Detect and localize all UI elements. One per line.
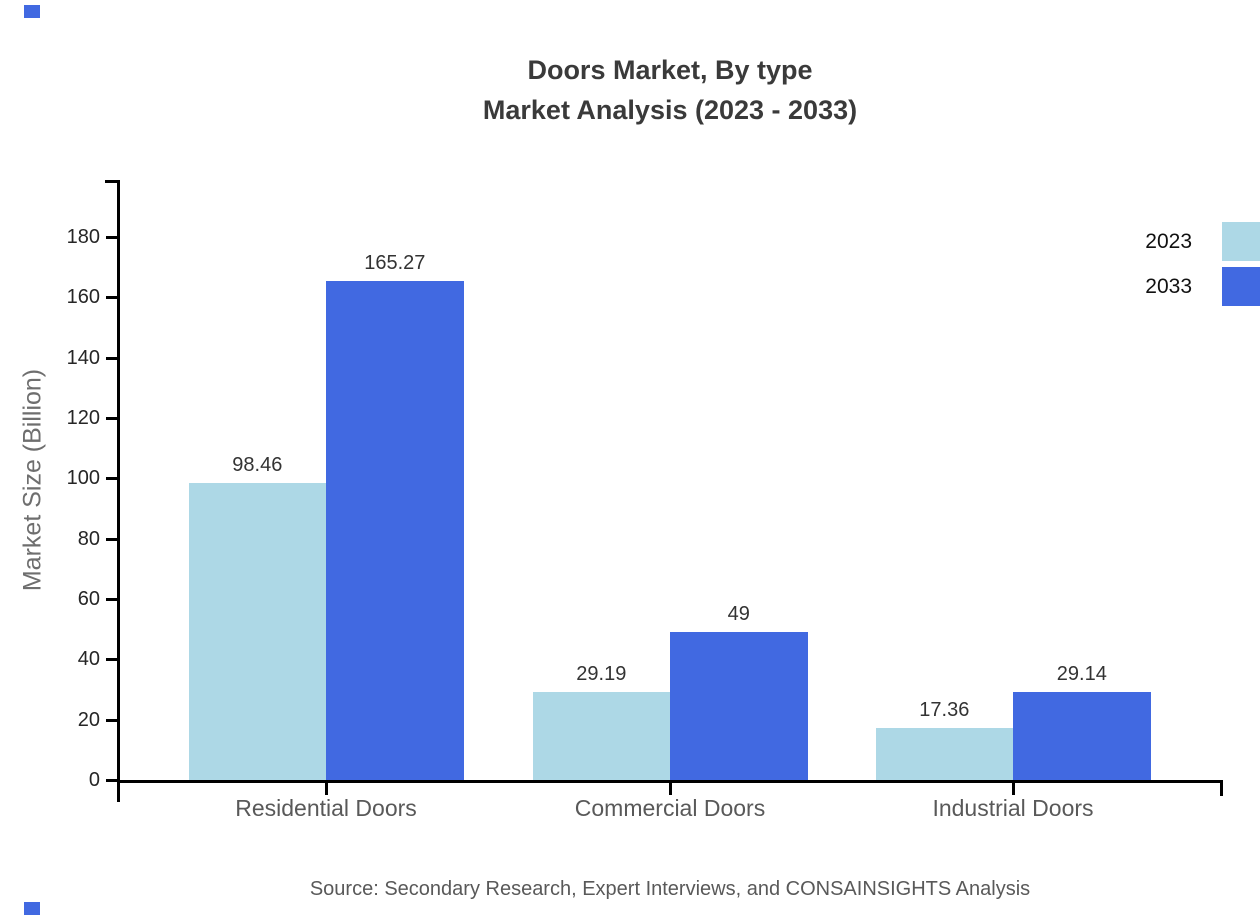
y-tick-label: 60 <box>77 588 100 610</box>
bar-value-2033-residential-doors: 165.27 <box>364 252 426 275</box>
y-axis-top-cap <box>105 180 119 183</box>
bar-2033-industrial-doors <box>1013 692 1151 780</box>
legend-swatch-2023 <box>1222 222 1260 261</box>
y-tick-label: 80 <box>77 527 100 550</box>
category-label-industrial-doors: Industrial Doors <box>932 795 1094 821</box>
x-axis-end-cap <box>1220 780 1223 796</box>
y-tick-mark <box>106 296 118 300</box>
bar-2023-residential-doors <box>188 483 326 780</box>
y-tick-label: 160 <box>66 286 100 309</box>
y-tick-label: 100 <box>66 467 100 490</box>
legend-label-2023: 2023 <box>1145 230 1192 253</box>
bar-value-2023-residential-doors: 98.46 <box>232 454 283 476</box>
y-axis-line <box>117 180 120 802</box>
bar-value-2023-industrial-doors: 17.36 <box>919 698 970 721</box>
bar-2033-residential-doors <box>326 281 464 780</box>
category-label-residential-doors: Residential Doors <box>235 795 417 821</box>
y-tick-label: 120 <box>66 407 100 429</box>
y-tick-label: 20 <box>77 708 100 731</box>
chart-title-line1: Doors Market, By type <box>527 55 813 85</box>
y-tick-mark <box>106 477 118 481</box>
legend-row-2033: 2033 <box>1020 267 1260 307</box>
legend-swatch-2033 <box>1222 267 1260 306</box>
x-tick-mark <box>325 780 328 795</box>
x-tick-mark <box>669 780 672 795</box>
bar-2023-commercial-doors <box>532 691 670 780</box>
bar-2023-industrial-doors <box>875 727 1013 780</box>
corner-marker-bottom-left-icon <box>24 902 40 915</box>
legend-row-2023: 2023 <box>1020 222 1260 262</box>
y-tick-mark <box>106 537 118 541</box>
corner-marker-top-left-icon <box>24 5 40 18</box>
x-tick-mark <box>1012 780 1015 795</box>
y-tick-label: 140 <box>66 346 100 369</box>
y-tick-mark <box>106 718 118 722</box>
chart-title-line2: Market Analysis (2023 - 2033) <box>482 95 858 125</box>
bar-2033-commercial-doors <box>670 632 808 780</box>
legend-label-2033: 2033 <box>1145 275 1192 298</box>
bar-value-2033-commercial-doors: 49 <box>727 603 750 626</box>
y-tick-label: 40 <box>77 648 100 671</box>
y-tick-mark <box>106 658 118 662</box>
y-tick-mark <box>106 417 118 420</box>
y-tick-mark <box>106 779 118 782</box>
category-label-commercial-doors: Commercial Doors <box>574 795 766 821</box>
y-tick-label: 180 <box>66 226 100 248</box>
bar-value-2023-commercial-doors: 29.19 <box>576 662 627 685</box>
y-tick-mark <box>106 356 118 360</box>
bar-value-2033-industrial-doors: 29.14 <box>1056 663 1107 686</box>
source-note: Source: Secondary Research, Expert Inter… <box>309 878 1031 900</box>
chart-title: Doors Market, By type Market Analysis (2… <box>80 50 1260 130</box>
y-tick-mark <box>106 236 118 239</box>
y-tick-label: 0 <box>88 769 100 791</box>
y-tick-mark <box>106 598 118 601</box>
